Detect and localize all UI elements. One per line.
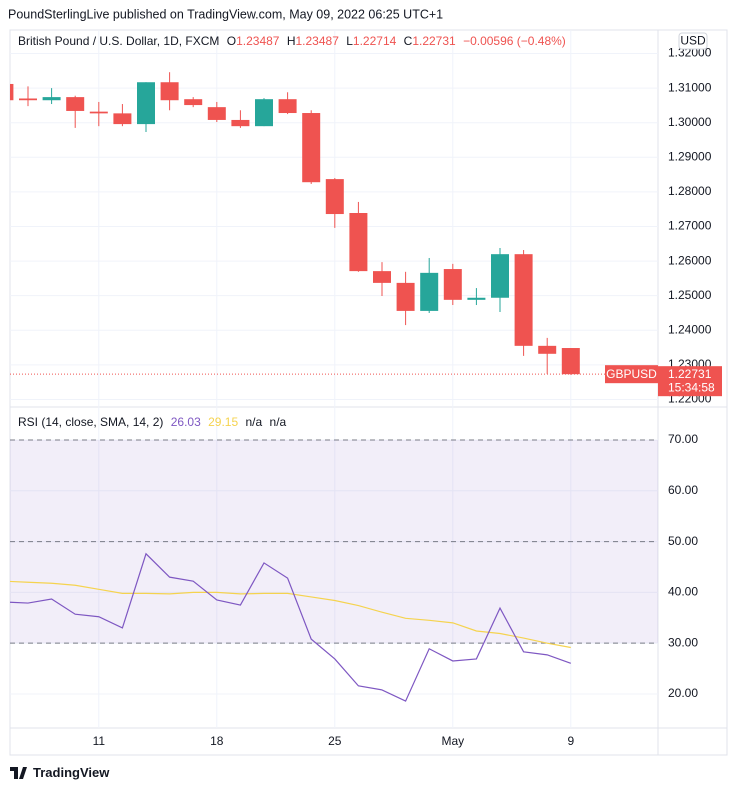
extra-label: n/a [270, 415, 287, 429]
price-legend: British Pound / U.S. Dollar, 1D, FXCM O1… [18, 34, 566, 48]
candle-body [349, 213, 368, 272]
candle-body [396, 282, 415, 311]
rsi-line [10, 580, 571, 649]
close-value: 1.22731 [412, 34, 456, 48]
y-tick-label: 1.29000 [668, 149, 712, 163]
price-tag-countdown: 15:34:58 [668, 380, 715, 394]
symbol-tag-label: GBPUSD [606, 367, 657, 381]
high-value: 1.23487 [296, 34, 340, 48]
candle-body [325, 179, 344, 215]
rsi-value: 26.03 [171, 415, 201, 429]
rsi-title: RSI (14, close, SMA, 14, 2) [18, 415, 163, 429]
y-tick-label: 60.00 [668, 483, 698, 497]
candle-body [137, 82, 155, 125]
candle-body [278, 99, 297, 114]
candle-body [467, 297, 486, 300]
candle-body [231, 119, 250, 127]
open-value: 1.23487 [236, 34, 280, 48]
x-tick-label: 9 [567, 734, 574, 748]
rsi-line [10, 552, 572, 702]
y-tick-label: 1.24000 [668, 322, 712, 336]
candle-body [373, 271, 391, 283]
y-tick-label: 30.00 [668, 635, 698, 649]
rsi-legend: RSI (14, close, SMA, 14, 2) 26.03 29.15 … [18, 415, 287, 429]
y-tick-label: 70.00 [668, 432, 698, 446]
symbol-tag [605, 365, 658, 384]
low-label: L [346, 34, 353, 48]
y-tick-label: 1.25000 [668, 288, 712, 302]
y-tick-label: 50.00 [668, 534, 698, 548]
price-tag-value: 1.22731 [668, 367, 712, 381]
symbol-title: British Pound / U.S. Dollar, 1D, FXCM [18, 34, 219, 48]
y-tick-label: 1.28000 [668, 184, 712, 198]
candle-body [255, 99, 273, 127]
candle-body [561, 348, 580, 375]
x-tick-label: 18 [210, 734, 224, 748]
overlay: 1.220001.230001.240001.250001.260001.270… [93, 46, 722, 748]
y-tick-label: 1.31000 [668, 80, 712, 94]
sma-value: 29.15 [208, 415, 238, 429]
candle-body [514, 254, 533, 346]
candle-body [184, 99, 203, 106]
candle-body [443, 269, 462, 300]
candle-body [42, 97, 61, 101]
plot [10, 72, 658, 702]
candle-body [89, 111, 108, 114]
candle-body [302, 113, 321, 183]
currency-box[interactable] [678, 32, 708, 50]
candle-body [19, 98, 37, 101]
tv-logo: TradingView [10, 765, 110, 780]
candle-body [160, 82, 179, 101]
x-tick-label: 11 [93, 734, 106, 748]
candle-body [207, 107, 226, 120]
y-tick-label: 1.27000 [668, 219, 712, 233]
y-tick-label: 20.00 [668, 686, 698, 700]
low-value: 1.22714 [353, 34, 397, 48]
logo-mark [10, 767, 27, 779]
y-tick-label: 1.30000 [668, 115, 712, 129]
brand: TradingView [33, 765, 110, 780]
price-tag [658, 366, 722, 397]
high-label: H [287, 34, 296, 48]
change-value: −0.00596 (−0.48%) [463, 34, 566, 48]
candle-body [10, 83, 14, 101]
publish-header: PoundSterlingLive published on TradingVi… [8, 7, 443, 21]
candle-body [491, 254, 509, 298]
candle-body [420, 272, 439, 311]
x-tick-label: 25 [328, 734, 342, 748]
x-tick-label: May [441, 734, 464, 748]
y-tick-label: 1.26000 [668, 253, 712, 267]
y-tick-label: 40.00 [668, 585, 698, 599]
frame [9, 29, 728, 756]
extra-label: n/a [245, 415, 262, 429]
currency-label: USD [680, 34, 706, 48]
candle-body [538, 345, 557, 354]
close-label: C [404, 34, 413, 48]
candle-body [66, 97, 85, 111]
candle-body [113, 113, 132, 125]
open-label: O [227, 34, 236, 48]
